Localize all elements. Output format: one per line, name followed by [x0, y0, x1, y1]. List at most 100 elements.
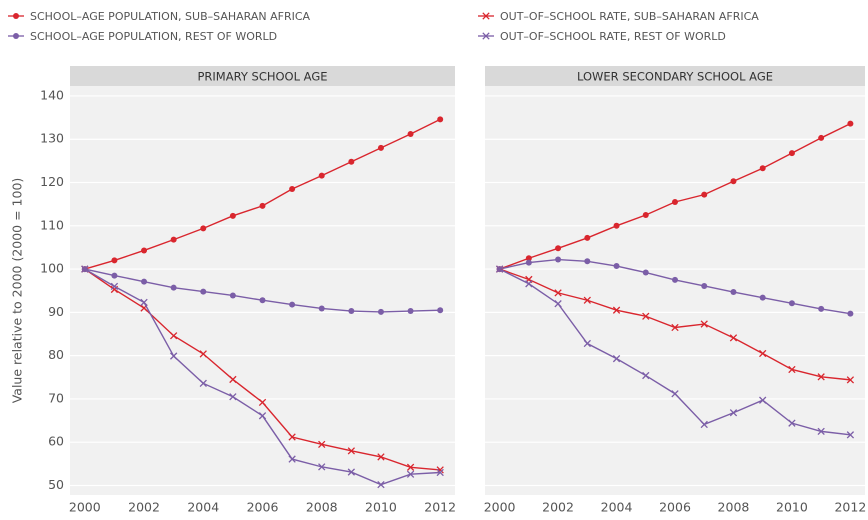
legend-label: SCHOOL–AGE POPULATION, REST OF WORLD [30, 30, 277, 43]
point-marker [377, 480, 385, 489]
point-marker [583, 339, 591, 348]
marker-stroke [583, 339, 591, 348]
point-marker [525, 280, 533, 288]
point-marker [259, 297, 266, 304]
point-marker [583, 296, 591, 304]
point-marker [612, 306, 621, 314]
marker-stroke [495, 265, 504, 273]
x-tick-label: 2002 [542, 500, 574, 515]
legend-label: OUT–OF–SCHOOL RATE, REST OF WORLD [500, 30, 726, 43]
point-marker [169, 332, 178, 340]
point-marker [288, 433, 296, 441]
marker-stroke [671, 323, 679, 332]
point-marker [613, 222, 620, 229]
point-marker [437, 307, 444, 314]
point-marker [289, 186, 296, 193]
marker-stroke [817, 373, 825, 381]
marker-stroke [612, 306, 621, 314]
marker-stroke [788, 419, 796, 427]
point-marker [318, 172, 325, 179]
point-marker [406, 463, 415, 471]
marker-stroke [482, 32, 490, 40]
point-marker [554, 289, 562, 297]
point-marker [436, 468, 444, 477]
y-tick-label: 120 [40, 174, 64, 189]
x-tick-label: 2012 [834, 500, 866, 515]
point-marker [788, 365, 796, 374]
marker-stroke [729, 409, 738, 417]
y-tick-label: 90 [48, 304, 64, 319]
marker-stroke [377, 453, 385, 461]
x-tick-label: 2012 [424, 500, 456, 515]
y-tick-label: 130 [40, 131, 64, 146]
point-marker [612, 355, 621, 363]
point-marker [788, 300, 795, 307]
marker-stroke [110, 282, 119, 291]
point-marker [700, 320, 708, 328]
marker-stroke [318, 440, 326, 449]
point-marker [406, 470, 415, 478]
point-marker [288, 455, 296, 463]
marker-stroke [700, 420, 708, 429]
point-marker [111, 272, 118, 279]
legend-label: OUT–OF–SCHOOL RATE, SUB–SAHARAN AFRICA [500, 10, 759, 23]
point-marker [554, 300, 562, 308]
point-marker [701, 282, 708, 289]
y-axis-label: Value relative to 2000 (2000 = 100) [10, 178, 25, 404]
marker-stroke [229, 375, 237, 384]
point-marker [525, 259, 532, 266]
point-marker [437, 116, 444, 123]
marker-stroke [229, 393, 237, 401]
point-marker [788, 150, 795, 157]
marker-stroke [347, 447, 356, 455]
marker-stroke [583, 296, 591, 304]
marker-stroke [81, 265, 89, 273]
point-marker [671, 390, 679, 398]
marker-stroke [377, 480, 385, 489]
point-marker [642, 371, 650, 380]
marker-stroke [554, 300, 562, 308]
legend-marker [482, 32, 490, 40]
plot-background [485, 86, 865, 495]
point-marker [555, 245, 562, 252]
point-marker [347, 447, 356, 455]
point-marker [407, 308, 414, 315]
marker-stroke [199, 379, 207, 387]
point-marker [729, 409, 738, 417]
point-marker [847, 310, 854, 317]
point-marker [584, 234, 591, 241]
point-marker [818, 134, 825, 141]
point-marker [701, 191, 708, 198]
marker-stroke [169, 352, 178, 360]
point-marker [846, 431, 855, 439]
x-tick-label: 2004 [187, 500, 219, 515]
point-marker [672, 198, 678, 205]
point-marker [730, 289, 737, 296]
x-tick-label: 2008 [718, 500, 750, 515]
point-marker [730, 178, 737, 185]
marker-stroke [729, 334, 738, 342]
marker-stroke [788, 365, 796, 374]
point-marker [169, 352, 178, 360]
point-marker [199, 350, 207, 358]
x-tick-label: 2002 [128, 500, 160, 515]
marker-stroke [612, 355, 621, 363]
panel-header [485, 66, 865, 86]
point-marker [229, 212, 236, 219]
x-tick-label: 2010 [776, 500, 808, 515]
point-marker [141, 247, 148, 254]
point-marker [318, 440, 326, 449]
point-marker [377, 308, 384, 315]
marker-stroke [318, 463, 326, 471]
point-marker [229, 393, 237, 401]
legend-marker [482, 12, 490, 20]
marker-stroke [406, 470, 415, 478]
y-tick-label: 50 [48, 477, 64, 492]
point-marker [170, 236, 177, 243]
point-marker [613, 263, 620, 270]
marker-stroke [347, 468, 356, 476]
marker-stroke [258, 398, 267, 407]
panel-title: LOWER SECONDARY SCHOOL AGE [577, 70, 773, 84]
y-tick-label: 140 [40, 87, 64, 102]
